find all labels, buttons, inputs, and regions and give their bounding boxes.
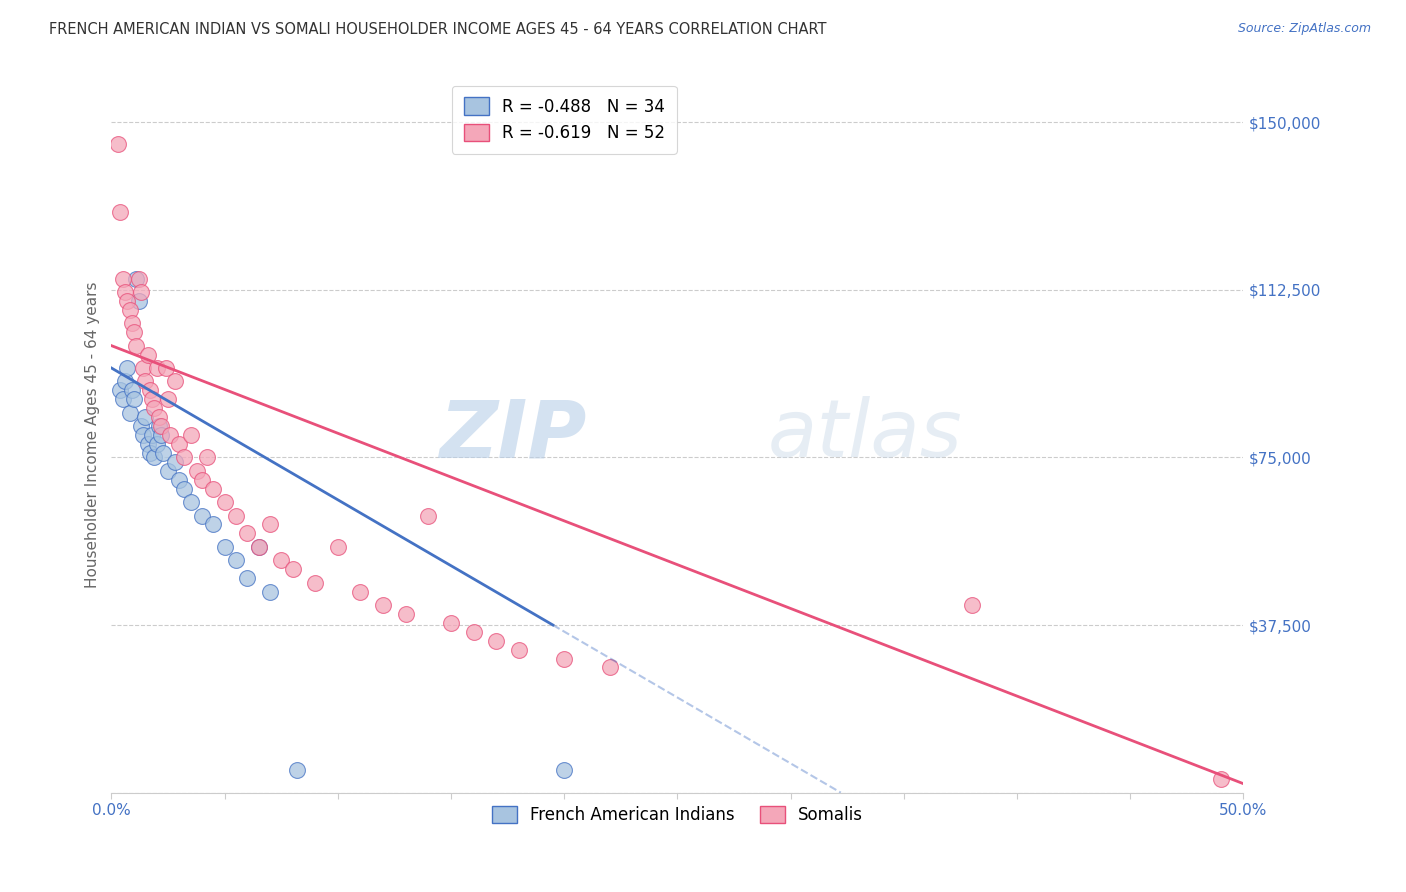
Point	[114, 285, 136, 299]
Y-axis label: Householder Income Ages 45 - 64 years: Householder Income Ages 45 - 64 years	[86, 282, 100, 589]
Point	[960, 598, 983, 612]
Point	[225, 553, 247, 567]
Point	[107, 137, 129, 152]
Point	[236, 571, 259, 585]
Point	[485, 633, 508, 648]
Point	[156, 392, 179, 407]
Point	[150, 428, 173, 442]
Point	[114, 375, 136, 389]
Point	[121, 384, 143, 398]
Point	[225, 508, 247, 523]
Point	[148, 410, 170, 425]
Point	[129, 285, 152, 299]
Point	[159, 428, 181, 442]
Point	[371, 598, 394, 612]
Point	[553, 764, 575, 778]
Point	[186, 464, 208, 478]
Point	[163, 455, 186, 469]
Point	[173, 450, 195, 465]
Text: atlas: atlas	[768, 396, 963, 474]
Point	[191, 473, 214, 487]
Point	[214, 495, 236, 509]
Point	[125, 271, 148, 285]
Point	[122, 392, 145, 407]
Point	[139, 384, 162, 398]
Point	[191, 508, 214, 523]
Point	[195, 450, 218, 465]
Point	[118, 302, 141, 317]
Point	[508, 642, 530, 657]
Point	[214, 540, 236, 554]
Point	[173, 482, 195, 496]
Point	[247, 540, 270, 554]
Text: FRENCH AMERICAN INDIAN VS SOMALI HOUSEHOLDER INCOME AGES 45 - 64 YEARS CORRELATI: FRENCH AMERICAN INDIAN VS SOMALI HOUSEHO…	[49, 22, 827, 37]
Point	[599, 660, 621, 674]
Point	[440, 615, 463, 630]
Point	[134, 410, 156, 425]
Point	[118, 406, 141, 420]
Point	[121, 316, 143, 330]
Point	[128, 271, 150, 285]
Point	[349, 584, 371, 599]
Point	[110, 384, 132, 398]
Point	[110, 204, 132, 219]
Point	[141, 428, 163, 442]
Point	[259, 517, 281, 532]
Point	[236, 526, 259, 541]
Point	[122, 325, 145, 339]
Point	[180, 495, 202, 509]
Point	[304, 575, 326, 590]
Point	[136, 437, 159, 451]
Point	[145, 437, 167, 451]
Point	[180, 428, 202, 442]
Point	[145, 361, 167, 376]
Point	[285, 764, 308, 778]
Point	[139, 446, 162, 460]
Point	[259, 584, 281, 599]
Point	[152, 446, 174, 460]
Text: Source: ZipAtlas.com: Source: ZipAtlas.com	[1237, 22, 1371, 36]
Point	[202, 482, 225, 496]
Point	[155, 361, 177, 376]
Point	[111, 271, 134, 285]
Point	[326, 540, 349, 554]
Point	[163, 375, 186, 389]
Point	[141, 392, 163, 407]
Point	[136, 348, 159, 362]
Point	[169, 473, 191, 487]
Point	[270, 553, 292, 567]
Point	[129, 419, 152, 434]
Point	[150, 419, 173, 434]
Text: ZIP: ZIP	[440, 396, 586, 474]
Point	[1209, 772, 1232, 787]
Legend: French American Indians, Somalis: French American Indians, Somalis	[482, 797, 873, 834]
Point	[418, 508, 440, 523]
Point	[169, 437, 191, 451]
Point	[553, 651, 575, 665]
Point	[143, 401, 166, 416]
Point	[134, 375, 156, 389]
Point	[117, 361, 139, 376]
Point	[463, 624, 485, 639]
Point	[395, 607, 418, 621]
Point	[125, 338, 148, 352]
Point	[202, 517, 225, 532]
Point	[281, 562, 304, 576]
Point	[117, 293, 139, 308]
Point	[128, 293, 150, 308]
Point	[148, 419, 170, 434]
Point	[132, 428, 155, 442]
Point	[156, 464, 179, 478]
Point	[111, 392, 134, 407]
Point	[247, 540, 270, 554]
Point	[132, 361, 155, 376]
Point	[143, 450, 166, 465]
